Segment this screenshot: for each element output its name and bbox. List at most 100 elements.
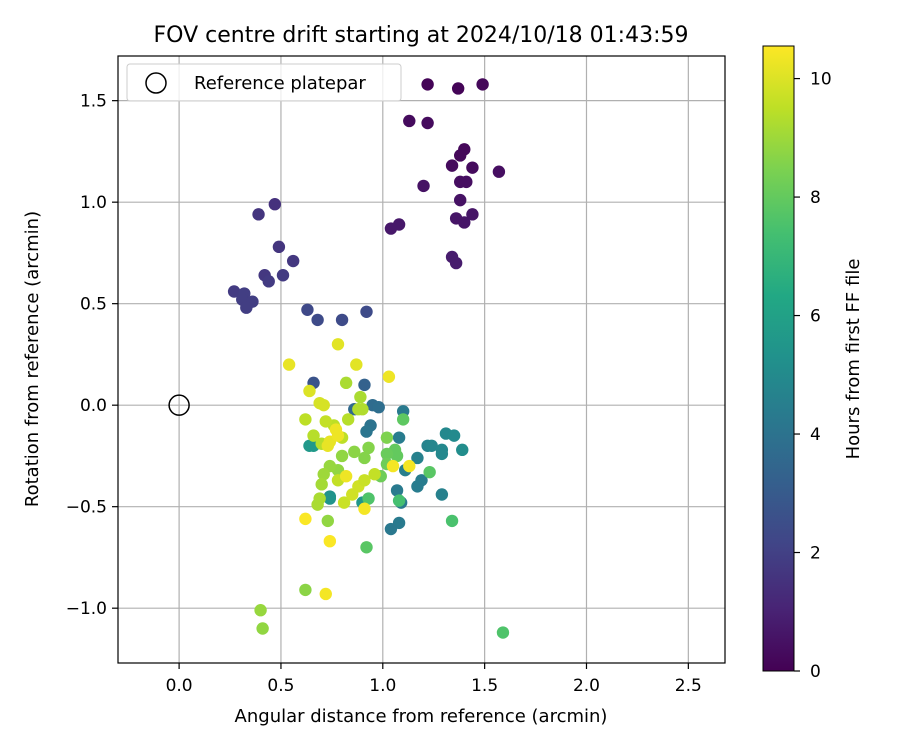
data-point bbox=[435, 488, 449, 501]
data-point bbox=[337, 496, 351, 509]
data-point bbox=[282, 358, 296, 371]
data-point bbox=[476, 78, 489, 91]
data-point bbox=[350, 358, 363, 371]
data-point bbox=[392, 431, 406, 444]
data-point bbox=[358, 378, 371, 392]
data-point bbox=[456, 443, 469, 457]
data-point bbox=[339, 470, 353, 483]
x-tick-label: 2.0 bbox=[573, 676, 600, 696]
data-point bbox=[307, 429, 320, 442]
data-point bbox=[411, 480, 424, 493]
data-point bbox=[268, 197, 282, 211]
data-point bbox=[390, 484, 404, 497]
data-point bbox=[358, 502, 371, 515]
x-axis-ticks: 0.0 0.5 1.0 1.5 2.0 2.5 bbox=[166, 663, 702, 696]
data-point bbox=[276, 269, 290, 282]
data-point bbox=[382, 370, 396, 383]
y-tick-label: 0.0 bbox=[80, 396, 107, 416]
data-point bbox=[348, 445, 361, 459]
legend-box bbox=[126, 63, 402, 102]
data-point bbox=[356, 403, 369, 416]
y-tick-label: 1.0 bbox=[80, 193, 107, 213]
data-point bbox=[411, 451, 424, 465]
data-point bbox=[384, 222, 398, 235]
y-axis-ticks: −1.0 −0.5 0.0 0.5 1.0 1.5 bbox=[66, 92, 118, 619]
data-point bbox=[372, 401, 385, 414]
data-point bbox=[449, 256, 463, 270]
data-point bbox=[496, 626, 510, 639]
data-point bbox=[303, 384, 316, 398]
y-tick-label: −1.0 bbox=[66, 599, 107, 619]
data-point bbox=[492, 165, 506, 178]
data-point bbox=[368, 468, 381, 481]
data-point bbox=[466, 161, 479, 174]
data-point bbox=[341, 413, 355, 426]
data-point bbox=[384, 522, 398, 536]
colorbar-tick-label: 10 bbox=[810, 70, 832, 90]
data-point bbox=[417, 179, 430, 193]
y-tick-label: 1.5 bbox=[80, 92, 107, 112]
colorbar: 0 2 4 6 8 10 Hours from first FF file bbox=[762, 45, 864, 682]
data-point bbox=[425, 439, 438, 452]
data-point bbox=[323, 534, 337, 548]
data-point bbox=[335, 449, 349, 463]
legend-entry-label: Reference platepar bbox=[194, 73, 366, 94]
data-point bbox=[323, 492, 337, 505]
data-point bbox=[458, 216, 471, 229]
data-point bbox=[386, 459, 400, 473]
data-point bbox=[319, 587, 332, 601]
data-points bbox=[227, 78, 510, 639]
data-point bbox=[299, 512, 312, 526]
data-point bbox=[254, 604, 267, 617]
data-point bbox=[403, 459, 416, 473]
data-point bbox=[403, 114, 416, 128]
data-point bbox=[262, 275, 275, 288]
data-point bbox=[252, 208, 265, 221]
data-point bbox=[321, 514, 335, 528]
data-point bbox=[362, 441, 375, 455]
legend-reference-marker bbox=[145, 72, 167, 94]
data-point bbox=[358, 451, 371, 465]
data-point bbox=[286, 254, 300, 268]
data-point bbox=[451, 82, 465, 95]
data-point bbox=[358, 474, 371, 487]
data-point bbox=[256, 622, 269, 635]
data-point bbox=[445, 159, 459, 172]
y-tick-label: 0.5 bbox=[80, 295, 107, 315]
colorbar-tick-label: 2 bbox=[810, 544, 821, 564]
x-axis-label: Angular distance from reference (arcmin) bbox=[235, 706, 608, 727]
plot-frame bbox=[117, 55, 726, 664]
data-point bbox=[339, 376, 353, 390]
data-point bbox=[299, 583, 312, 597]
data-point bbox=[299, 413, 312, 426]
chart-title: FOV centre drift starting at 2024/10/18 … bbox=[154, 23, 689, 48]
y-axis-label: Rotation from reference (arcmin) bbox=[22, 211, 43, 507]
colorbar-gradient bbox=[762, 45, 795, 672]
data-point bbox=[460, 175, 473, 189]
colorbar-tick-label: 6 bbox=[810, 307, 821, 327]
data-point bbox=[392, 494, 406, 507]
data-point bbox=[360, 425, 373, 438]
data-point bbox=[319, 415, 332, 428]
data-point bbox=[454, 149, 467, 162]
colorbar-tick-label: 4 bbox=[810, 425, 821, 445]
data-point bbox=[272, 240, 286, 254]
data-point bbox=[240, 301, 253, 314]
x-tick-label: 1.0 bbox=[369, 676, 396, 696]
data-point bbox=[421, 116, 434, 130]
data-point bbox=[454, 193, 467, 207]
data-point bbox=[421, 78, 434, 91]
legend: Reference platepar bbox=[126, 63, 402, 102]
colorbar-label: Hours from first FF file bbox=[843, 259, 864, 460]
data-point bbox=[311, 498, 324, 511]
data-point bbox=[331, 338, 345, 351]
reference-platepar-marker bbox=[168, 394, 190, 416]
colorbar-tick-label: 8 bbox=[810, 188, 821, 208]
data-point bbox=[354, 390, 367, 404]
data-point bbox=[435, 447, 449, 461]
x-tick-label: 2.5 bbox=[675, 676, 702, 696]
data-point bbox=[227, 285, 241, 298]
data-point bbox=[447, 429, 461, 442]
data-point bbox=[362, 492, 375, 505]
